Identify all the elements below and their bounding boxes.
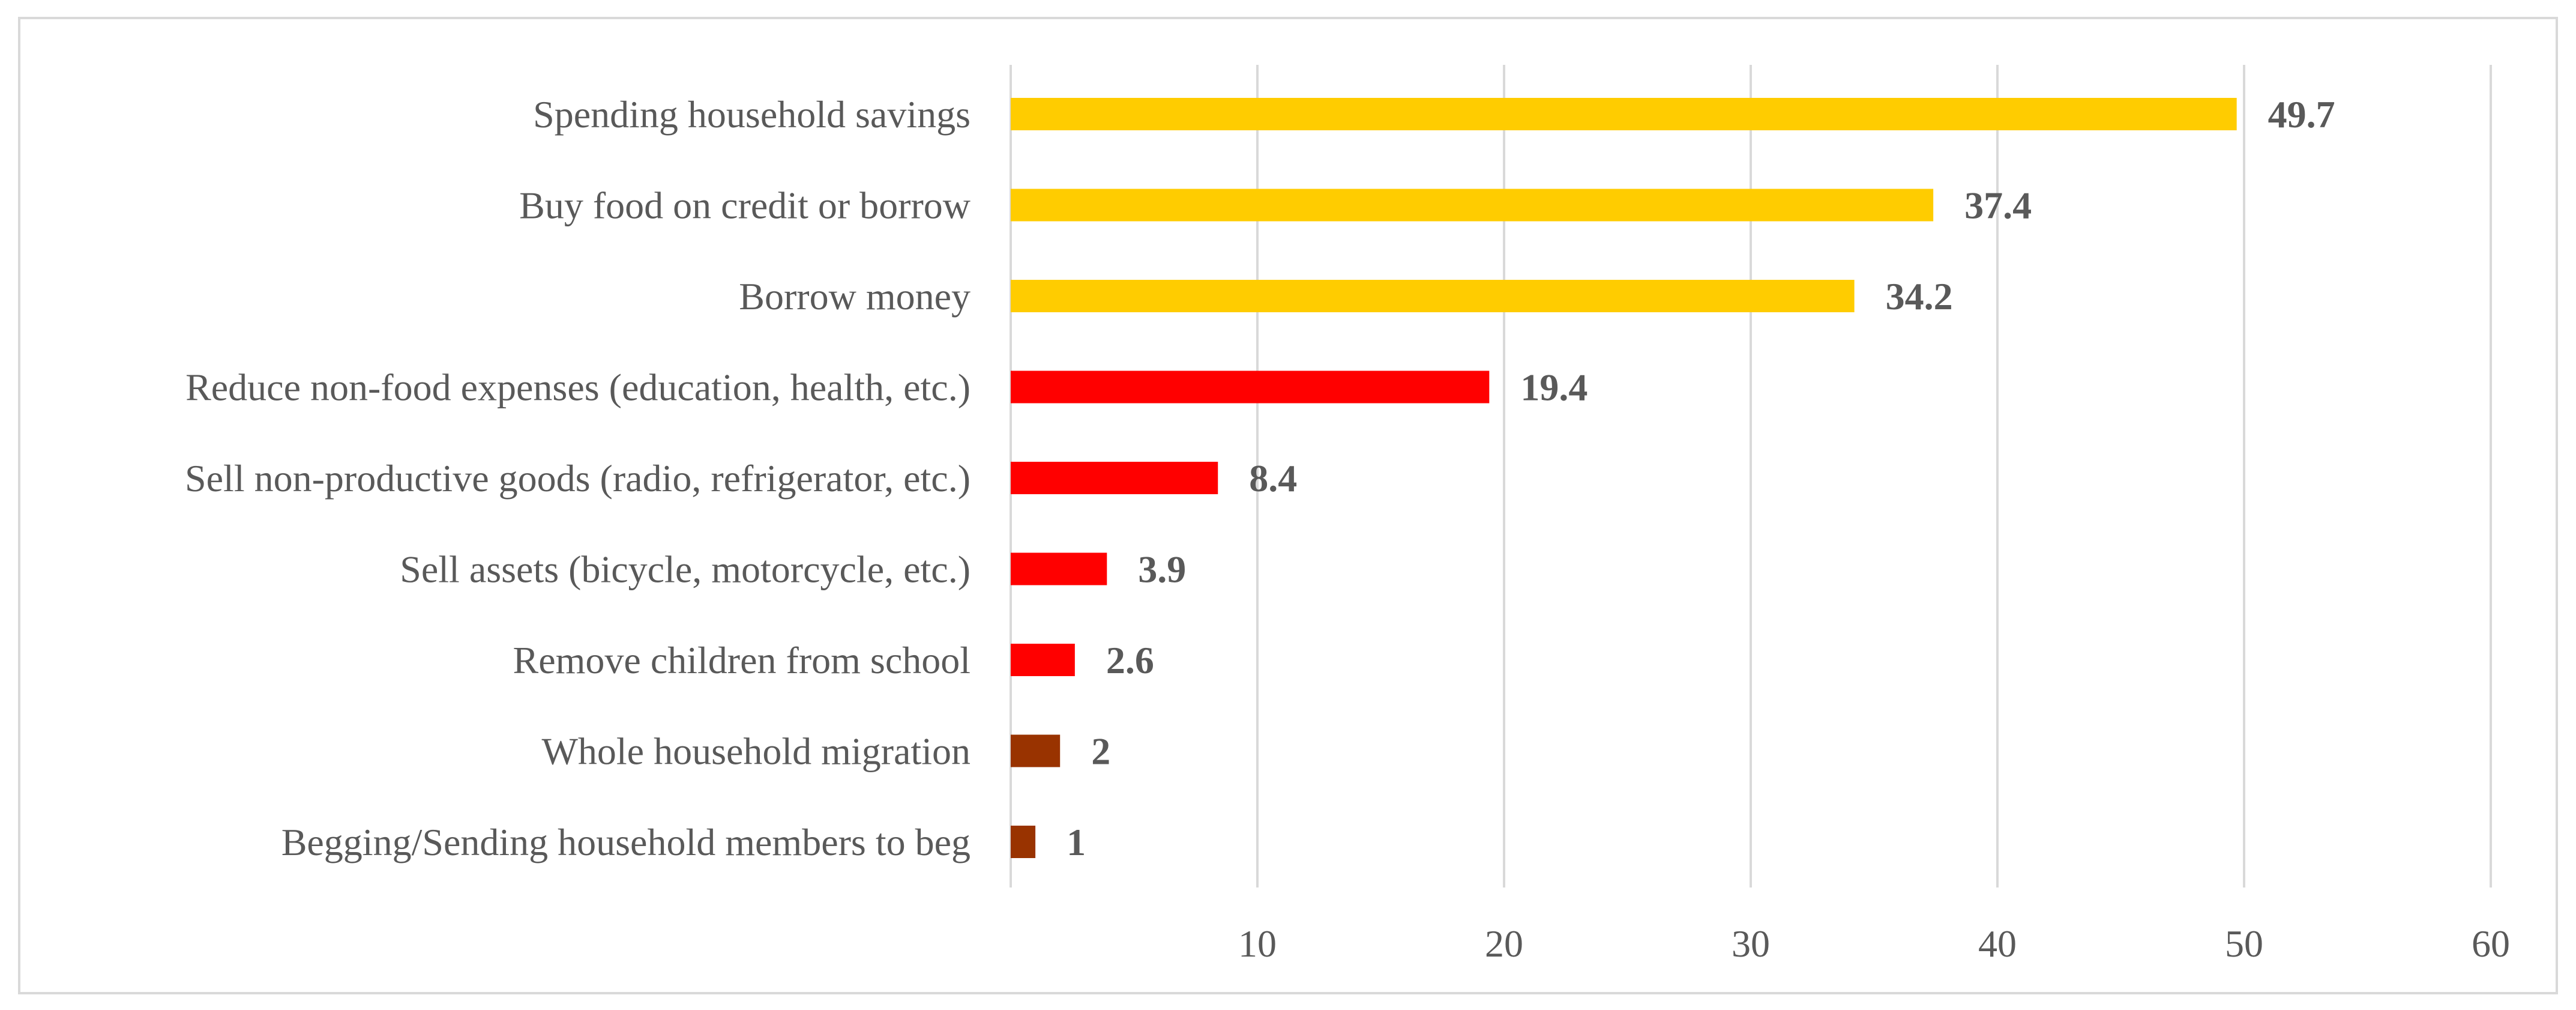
- bars: [1011, 98, 2237, 858]
- bar: [1011, 280, 1855, 312]
- x-tick-label: 30: [1732, 922, 1770, 965]
- bar: [1011, 462, 1218, 494]
- bar: [1011, 644, 1075, 676]
- chart-frame: [18, 17, 2558, 994]
- bar: [1011, 98, 2237, 130]
- category-labels: Spending household savings Buy food on cr…: [185, 93, 971, 863]
- data-label: 3.9: [1138, 548, 1186, 591]
- x-tick-label: 60: [2472, 922, 2510, 965]
- category-label: Remove children from school: [513, 639, 971, 682]
- data-label: 34.2: [1886, 275, 1953, 318]
- category-label: Spending household savings: [533, 93, 971, 136]
- data-label: 2: [1091, 730, 1110, 773]
- bar: [1011, 552, 1107, 585]
- category-label: Borrow money: [739, 275, 971, 318]
- data-label: 19.4: [1520, 366, 1587, 409]
- bar: [1011, 370, 1490, 404]
- category-label: Whole household migration: [541, 730, 971, 773]
- category-label: Begging/Sending household members to beg: [281, 821, 971, 863]
- x-tick-label: 10: [1238, 922, 1277, 965]
- x-tick-label: 40: [1978, 922, 2017, 965]
- bar: [1011, 826, 1036, 858]
- data-labels: 49.7 37.4 34.2 19.4 8.4 3.9 2.6 2 1: [1067, 93, 2335, 863]
- x-tick-label: 20: [1485, 922, 1523, 965]
- category-label: Reduce non-food expenses (education, hea…: [185, 366, 971, 409]
- data-label: 8.4: [1249, 457, 1297, 500]
- x-axis-tick-labels: 10 20 30 40 50 60: [1238, 922, 2510, 965]
- x-tick-label: 50: [2225, 922, 2263, 965]
- bar: [1011, 189, 1934, 222]
- data-label: 2.6: [1106, 639, 1154, 682]
- data-label: 37.4: [1964, 184, 2032, 227]
- bar: [1011, 734, 1061, 767]
- data-label: 1: [1067, 821, 1086, 863]
- category-label: Buy food on credit or borrow: [519, 184, 971, 227]
- data-label: 49.7: [2268, 93, 2335, 136]
- grid-lines: [1010, 65, 2492, 888]
- category-label: Sell assets (bicycle, motorcycle, etc.): [400, 548, 971, 591]
- category-label: Sell non-productive goods (radio, refrig…: [185, 457, 971, 500]
